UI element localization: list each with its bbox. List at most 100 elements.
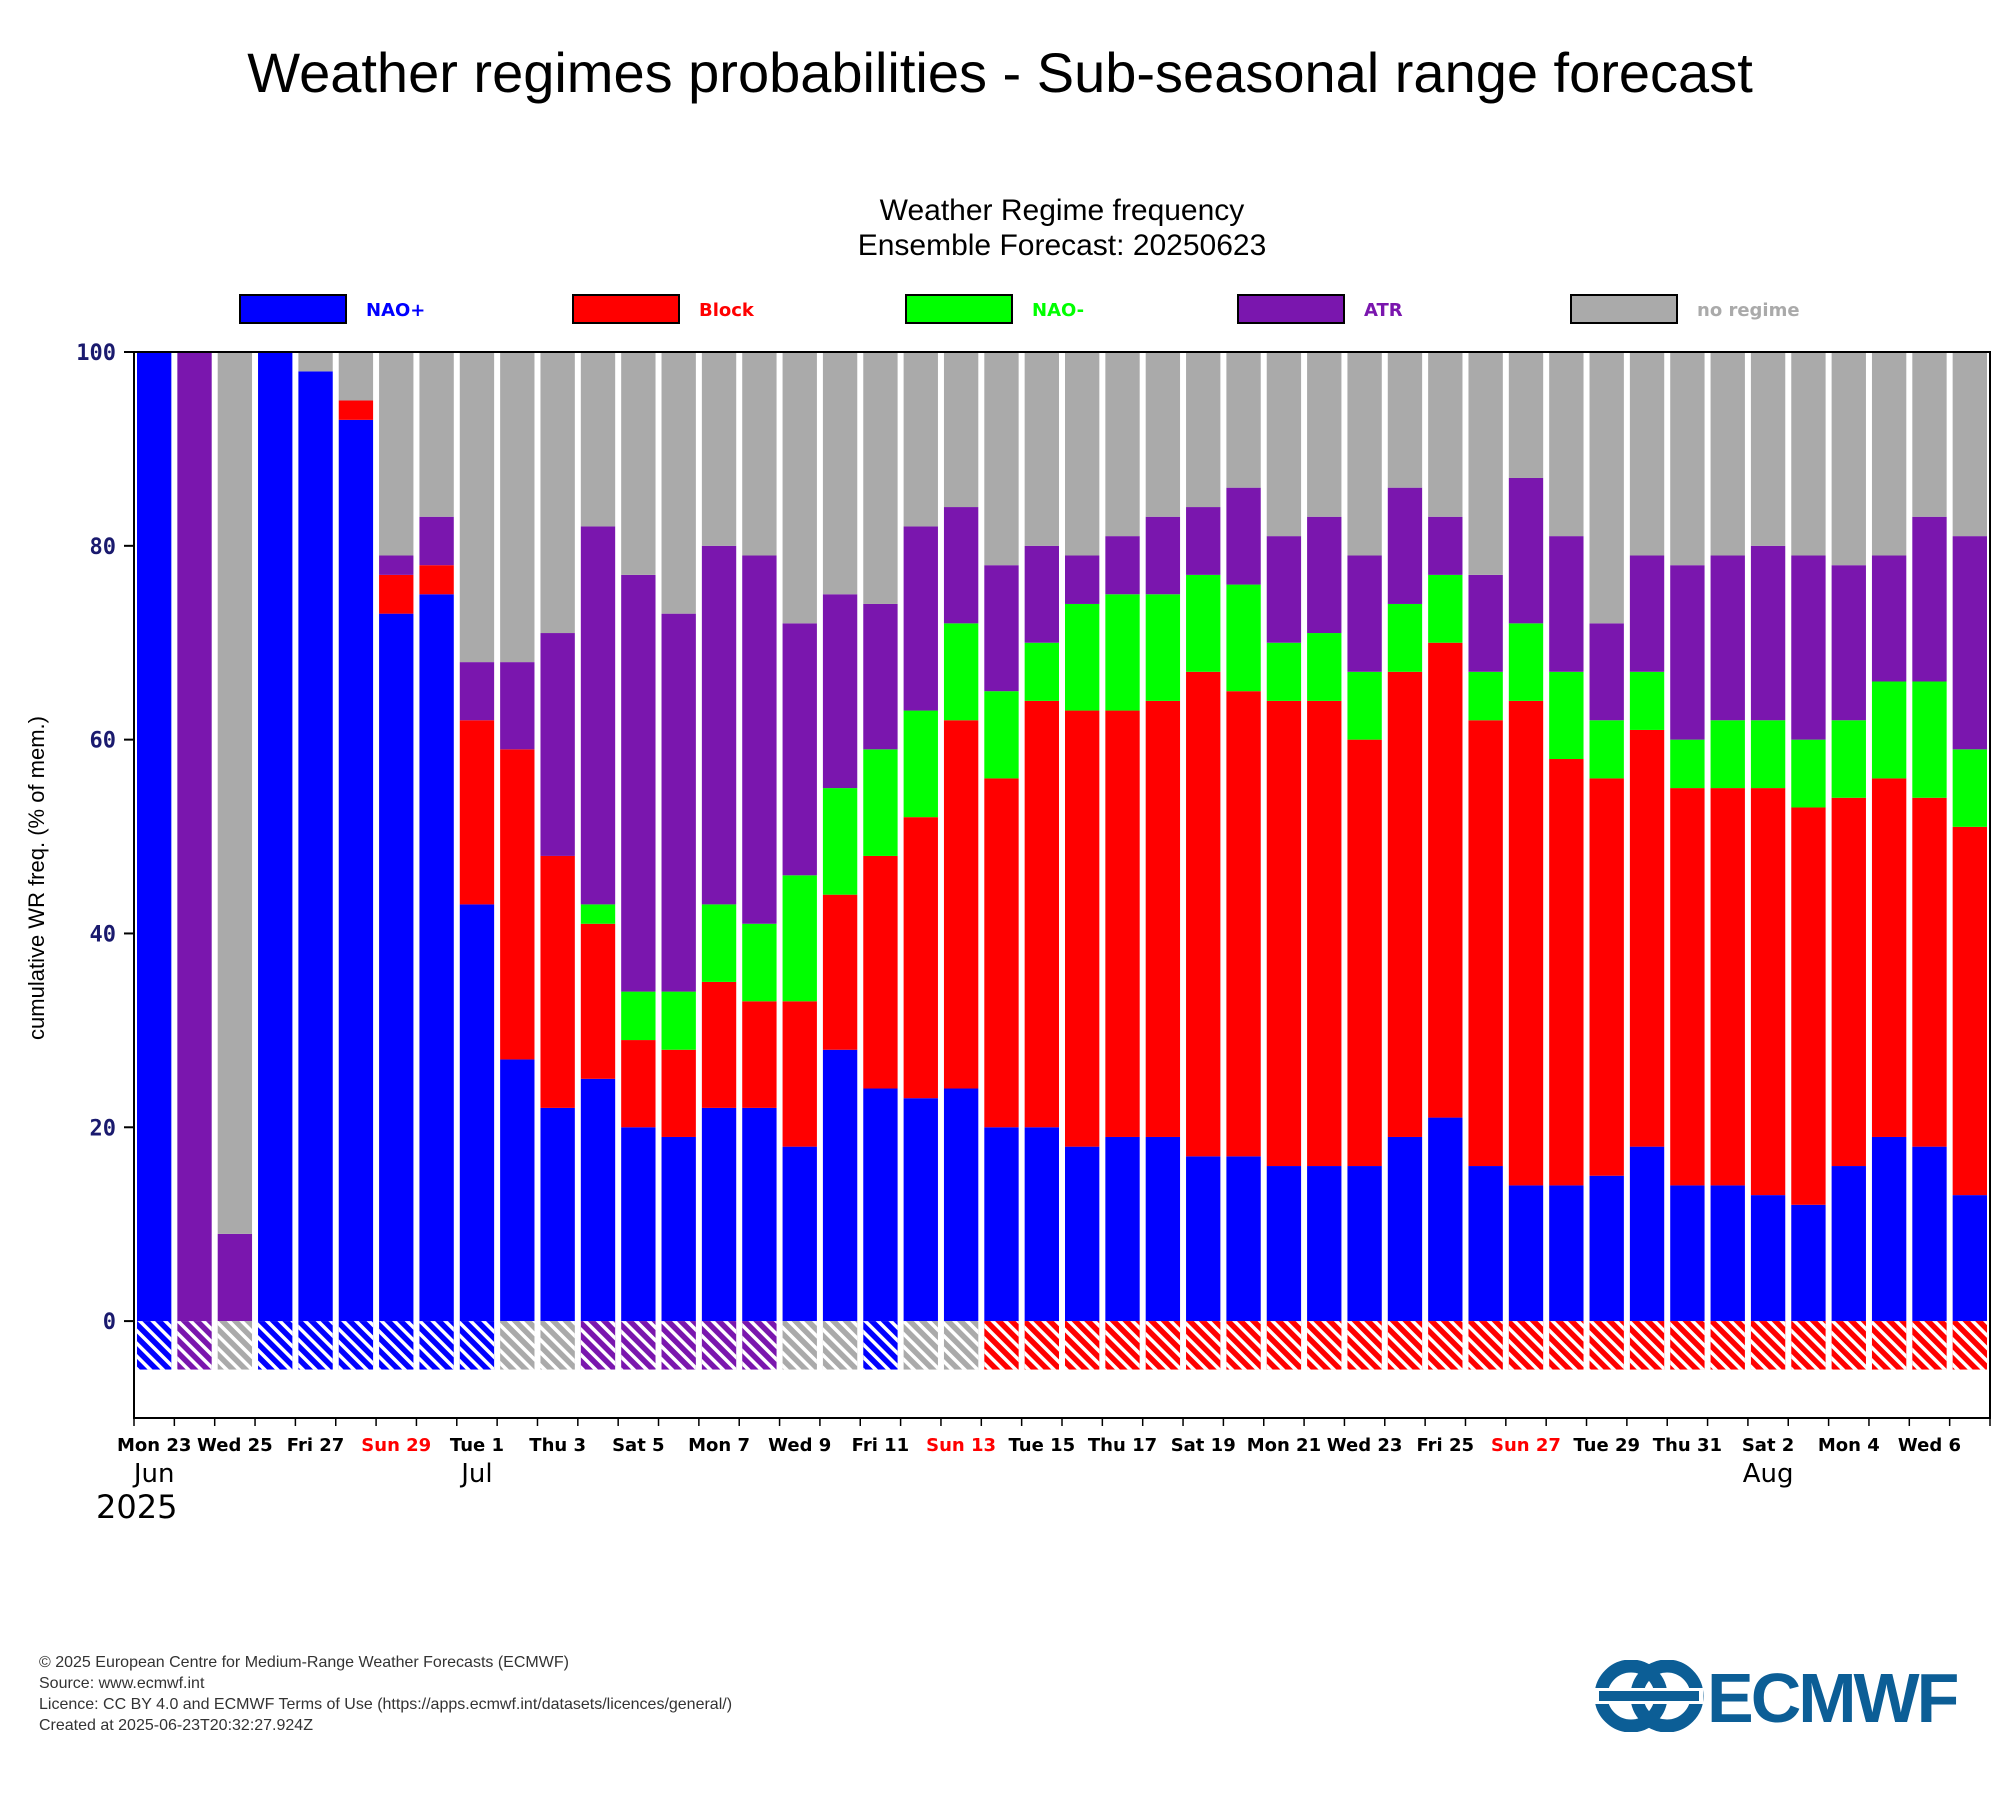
bar-block <box>1589 778 1624 1176</box>
bar-block <box>1226 691 1261 1157</box>
bar-block <box>742 1001 777 1108</box>
source-text: Source: www.ecmwf.int <box>39 1675 205 1692</box>
bar-nao-plus <box>1307 1166 1342 1322</box>
dominant-regime-hatch <box>1024 1321 1059 1370</box>
bar-no-regime <box>621 352 656 575</box>
bar-no-regime <box>1710 352 1745 556</box>
dominant-regime-hatch <box>1871 1321 1907 1370</box>
bar-nao-plus <box>1105 1136 1140 1322</box>
dominant-regime-hatch <box>1307 1321 1342 1370</box>
bar-atr <box>1871 555 1907 682</box>
bar-atr <box>621 574 656 992</box>
bar-no-regime <box>1347 352 1382 556</box>
dominant-regime-hatch <box>298 1321 333 1370</box>
bar-block <box>1347 739 1382 1167</box>
y-tick-label: 0 <box>103 1310 116 1335</box>
bar-nao-plus <box>258 352 293 1322</box>
bar-no-regime <box>742 352 777 556</box>
x-tick-label: Wed 9 <box>768 1435 831 1456</box>
dominant-regime-hatch <box>177 1321 212 1370</box>
x-tick-label: Tue 1 <box>450 1435 504 1456</box>
bar-nao-minus <box>1912 681 1947 798</box>
bar-nao-plus <box>1629 1146 1665 1322</box>
bar-atr <box>1387 487 1423 604</box>
bar-nao-plus <box>379 613 414 1322</box>
bar-no-regime <box>1750 352 1786 546</box>
bar-block <box>701 981 737 1108</box>
plot-area <box>133 351 1991 1419</box>
bar-atr <box>177 352 212 1322</box>
dominant-regime-hatch <box>1670 1321 1705 1370</box>
ecmwf-logo: ECMWF <box>1595 1660 1961 1732</box>
bar-block <box>1307 700 1342 1167</box>
dominant-regime-hatch <box>863 1321 898 1370</box>
y-tick-label: 20 <box>90 1116 117 1141</box>
bar-atr <box>1750 545 1786 721</box>
x-tick-label: Thu 17 <box>1088 1435 1157 1456</box>
bar-block <box>863 855 898 1089</box>
bar-no-regime <box>1428 352 1463 517</box>
bar-no-regime <box>822 352 858 595</box>
bar-nao-minus <box>1186 574 1221 672</box>
dominant-regime-hatch <box>1266 1321 1302 1370</box>
bar-no-regime <box>298 352 333 372</box>
legend-label-atr: ATR <box>1364 300 1403 321</box>
legend-swatch-nao-plus <box>239 294 347 324</box>
bar-block <box>1105 710 1140 1137</box>
bar-atr <box>1508 477 1544 624</box>
bar-no-regime <box>863 352 898 604</box>
dominant-regime-hatch <box>701 1321 737 1370</box>
licence-text: Licence: CC BY 4.0 and ECMWF Terms of Us… <box>39 1696 733 1713</box>
bar-no-regime <box>1105 352 1140 537</box>
bar-atr <box>1629 555 1665 672</box>
bar-no-regime <box>540 352 575 634</box>
bar-nao-minus <box>701 904 737 982</box>
x-tick-label: Thu 3 <box>529 1435 586 1456</box>
bar-nao-plus <box>1266 1166 1302 1322</box>
bar-nao-plus <box>1347 1166 1382 1322</box>
bar-block <box>782 1001 817 1147</box>
bar-atr <box>540 633 575 856</box>
bar-block <box>822 894 858 1050</box>
bar-nao-plus <box>500 1059 535 1322</box>
page-title: Weather regimes probabilities - Sub-seas… <box>247 41 1753 104</box>
bar-block <box>1912 797 1947 1147</box>
bar-block <box>379 574 414 614</box>
legend: NAO+ Block NAO- ATR no regime <box>239 294 1800 324</box>
bar-block <box>1670 788 1705 1186</box>
x-tick-label: Wed 25 <box>197 1435 273 1456</box>
bar-nao-minus <box>1549 671 1584 760</box>
dominant-regime-hatch <box>580 1321 616 1370</box>
bar-nao-plus <box>1226 1156 1261 1322</box>
bar-nao-plus <box>580 1078 616 1322</box>
bar-block <box>1871 778 1907 1137</box>
bar-atr <box>379 555 414 575</box>
bar-nao-minus <box>580 904 616 924</box>
bar-nao-minus <box>943 623 979 721</box>
dominant-regime-hatch <box>1710 1321 1745 1370</box>
dominant-regime-hatch <box>1186 1321 1221 1370</box>
bar-atr <box>1226 487 1261 585</box>
bar-nao-plus <box>1549 1185 1584 1322</box>
bar-nao-minus <box>782 875 817 1002</box>
bar-atr <box>903 526 938 711</box>
bar-atr <box>943 507 979 624</box>
bar-nao-minus <box>1871 681 1907 779</box>
copyright-text: © 2025 European Centre for Medium-Range … <box>39 1654 569 1671</box>
regime-chart: Weather Regime frequency Ensemble Foreca… <box>24 194 1991 1526</box>
bar-nao-plus <box>1791 1204 1826 1322</box>
dominant-regime-hatch <box>459 1321 495 1370</box>
bar-no-regime <box>1589 352 1624 624</box>
bar-no-regime <box>701 352 737 546</box>
bar-no-regime <box>500 352 535 663</box>
bar-nao-minus <box>1710 720 1745 789</box>
x-tick-label: Mon 21 <box>1247 1435 1321 1456</box>
bar-nao-minus <box>1629 671 1665 730</box>
bar-nao-plus <box>1508 1185 1544 1322</box>
bar-block <box>1629 729 1665 1147</box>
bar-block <box>1549 759 1584 1186</box>
bar-atr <box>1347 555 1382 672</box>
bar-nao-minus <box>863 749 898 856</box>
bar-no-regime <box>1307 352 1342 517</box>
bar-no-regime <box>459 352 495 663</box>
